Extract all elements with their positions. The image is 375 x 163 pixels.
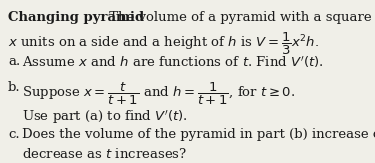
Text: c.: c. — [8, 128, 20, 141]
Text: a.: a. — [8, 55, 20, 68]
Text: Assume $x$ and $h$ are functions of $t$. Find $V'(t)$.: Assume $x$ and $h$ are functions of $t$.… — [22, 55, 324, 71]
Text: $x$ units on a side and a height of $h$ is $V = \dfrac{1}{3}x^2h.$: $x$ units on a side and a height of $h$ … — [8, 31, 319, 57]
Text: Does the volume of the pyramid in part (b) increase or: Does the volume of the pyramid in part (… — [22, 128, 375, 141]
Text: Suppose $x = \dfrac{t}{t + 1}$ and $h = \dfrac{1}{t + 1}$, for $t \geq 0$.: Suppose $x = \dfrac{t}{t + 1}$ and $h = … — [22, 81, 296, 107]
Text: b.: b. — [8, 81, 21, 94]
Text: decrease as $t$ increases?: decrease as $t$ increases? — [22, 147, 187, 161]
Text: Changing pyramid: Changing pyramid — [8, 11, 144, 24]
Text: Use part (a) to find $V'(t)$.: Use part (a) to find $V'(t)$. — [22, 108, 188, 126]
Text: The volume of a pyramid with a square base: The volume of a pyramid with a square ba… — [105, 11, 375, 24]
